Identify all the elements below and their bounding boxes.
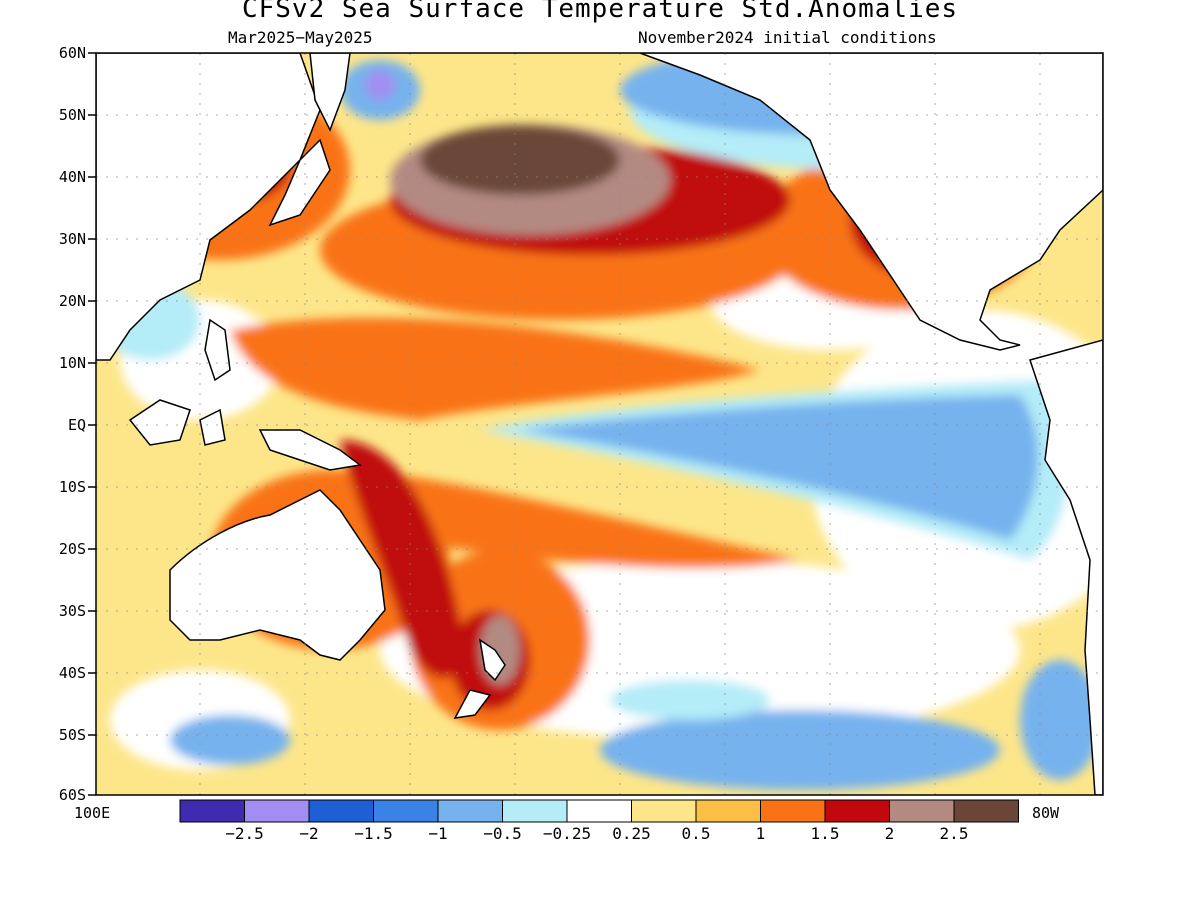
colorbar-label: −2 bbox=[299, 824, 319, 843]
map-frame bbox=[95, 52, 1104, 796]
lat-label: 10S bbox=[58, 478, 86, 496]
lat-label: 50N bbox=[58, 106, 86, 124]
colorbar-label: −1 bbox=[428, 824, 448, 843]
north-america bbox=[639, 53, 1103, 351]
colorbar-swatch bbox=[566, 799, 632, 823]
colorbar-label: 1 bbox=[755, 824, 766, 843]
colorbar-label: 2.5 bbox=[939, 824, 969, 843]
lat-label: 10N bbox=[58, 354, 86, 372]
colorbar-swatch bbox=[631, 799, 697, 823]
lat-label: 60S bbox=[58, 786, 86, 804]
colorbar-swatch bbox=[308, 799, 374, 823]
colorbar-swatch bbox=[695, 799, 761, 823]
lat-label: 50S bbox=[58, 726, 86, 744]
grid bbox=[96, 53, 1103, 795]
colorbar-label: 2 bbox=[884, 824, 895, 843]
colorbar-label: −2.5 bbox=[225, 824, 264, 843]
anomaly-field bbox=[96, 53, 1103, 795]
colorbar-swatch bbox=[437, 799, 503, 823]
colorbar-label: −0.25 bbox=[542, 824, 592, 843]
colorbar-swatch bbox=[179, 799, 245, 823]
lat-label: 30S bbox=[58, 602, 86, 620]
colorbar-swatch bbox=[824, 799, 890, 823]
australia bbox=[169, 489, 386, 661]
colorbar-swatch bbox=[502, 799, 568, 823]
colorbar-swatch bbox=[244, 799, 310, 823]
colorbar-label: 0.25 bbox=[612, 824, 651, 843]
land bbox=[96, 53, 1103, 795]
lat-label: 30N bbox=[58, 230, 86, 248]
lon-left-label: 100E bbox=[74, 804, 111, 822]
colorbar bbox=[179, 799, 1019, 823]
initial-conditions: November2024 initial conditions bbox=[638, 28, 937, 47]
lat-label: 60N bbox=[58, 44, 86, 62]
lon-right-label: 80W bbox=[1032, 804, 1060, 822]
colorbar-swatch bbox=[373, 799, 439, 823]
map-title: CFSv2 Sea Surface Temperature Std.Anomal… bbox=[241, 0, 959, 24]
colorbar-swatch bbox=[889, 799, 955, 823]
forecast-period: Mar2025−May2025 bbox=[228, 28, 373, 47]
colorbar-swatch bbox=[760, 799, 826, 823]
colorbar-swatch bbox=[953, 799, 1019, 823]
lat-ticks bbox=[88, 52, 96, 796]
lat-label: 20S bbox=[58, 540, 86, 558]
colorbar-label: 1.5 bbox=[810, 824, 840, 843]
lat-label: 40N bbox=[58, 168, 86, 186]
colorbar-label: 0.5 bbox=[681, 824, 711, 843]
colorbar-label: −0.5 bbox=[483, 824, 522, 843]
south-america bbox=[1029, 339, 1103, 795]
lat-label: EQ bbox=[67, 416, 86, 434]
lat-label: 20N bbox=[58, 292, 86, 310]
lat-label: 40S bbox=[58, 664, 86, 682]
colorbar-label: −1.5 bbox=[354, 824, 393, 843]
